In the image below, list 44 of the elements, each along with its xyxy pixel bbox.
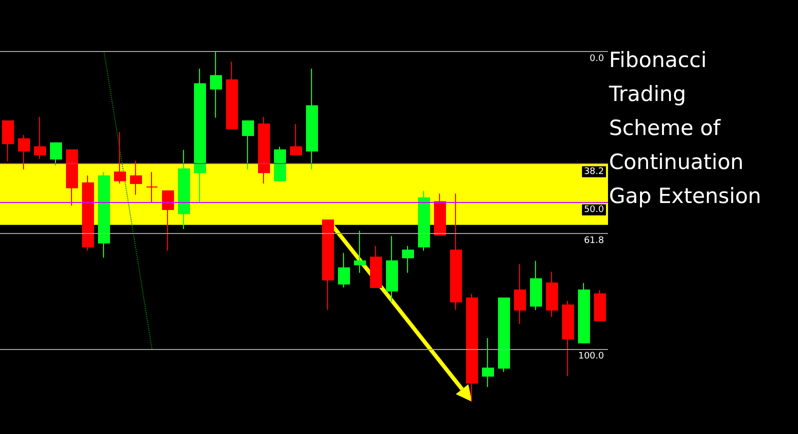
candlestick <box>130 160 142 196</box>
text: Fibonacci Trading Scheme of Continuation Gap Extension <box>608 48 762 208</box>
candlestick <box>338 252 350 288</box>
candlestick <box>546 271 558 318</box>
candlestick <box>178 149 190 230</box>
candlestick <box>146 171 158 204</box>
candlestick <box>290 123 302 156</box>
candlestick <box>498 298 510 372</box>
candlestick <box>50 142 62 166</box>
candlestick <box>66 149 78 206</box>
candlestick <box>370 245 382 288</box>
candlestick <box>386 236 398 302</box>
annotation: 38.2 <box>584 166 604 177</box>
candlestick <box>210 51 222 118</box>
annotation: 0.0 <box>590 54 604 64</box>
candlestick <box>562 300 574 377</box>
candlestick <box>594 289 606 322</box>
candlestick <box>578 282 590 344</box>
annotation: 50.0 <box>584 204 604 215</box>
candlestick <box>18 134 30 170</box>
annotation: 100.0 <box>578 352 604 362</box>
candlestick <box>274 146 286 182</box>
candlestick <box>354 230 366 274</box>
candlestick <box>162 190 174 252</box>
annotation: 61.8 <box>584 236 604 246</box>
candlestick <box>306 68 318 170</box>
candlestick <box>2 120 14 162</box>
candlestick <box>114 132 126 184</box>
candlestick <box>402 245 414 274</box>
candlestick <box>530 260 542 310</box>
candlestick <box>242 120 254 170</box>
candlestick <box>450 193 462 310</box>
candlestick <box>194 68 206 204</box>
candlestick <box>258 116 270 184</box>
candlestick <box>482 337 494 388</box>
candlestick <box>226 61 238 130</box>
candlestick <box>466 293 478 402</box>
candlestick <box>434 193 446 236</box>
candlestick <box>514 264 526 324</box>
candlestick <box>34 116 46 160</box>
candlestick <box>82 174 94 252</box>
candlestick <box>418 190 430 252</box>
candlestick <box>322 219 334 310</box>
candlestick <box>98 171 110 258</box>
